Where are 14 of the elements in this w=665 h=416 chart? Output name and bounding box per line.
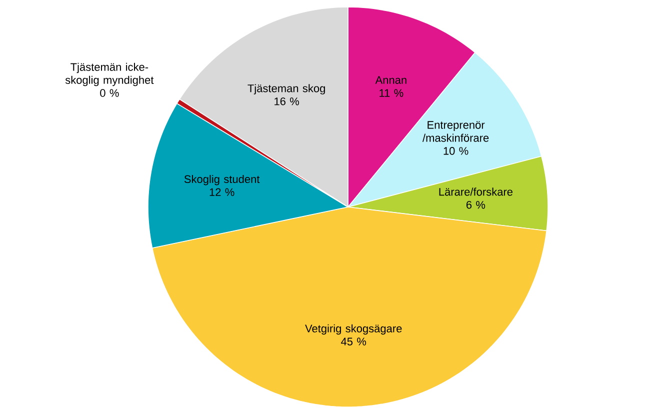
data-label: 10 % [444,147,468,155]
slice-label: Annan [375,76,406,84]
data-label: 45 % [341,338,366,346]
data-label: 0 % [100,89,119,97]
slice-label: Vetgirig skogsägare [305,324,402,335]
slice-label: Tjästemän icke-skoglig myndighet [65,62,154,86]
data-label: 11 % [380,89,404,97]
data-label: 6 % [466,200,486,209]
slice-label: Skoglig student [184,174,260,186]
data-label: 12 % [210,188,234,196]
slice-label: Entreprenör /maskinförare [422,121,489,142]
data-label: 16 % [274,97,299,106]
slice-label: Lärare/forskare [439,188,512,196]
slice-label: Tjästeman skog [248,84,325,94]
